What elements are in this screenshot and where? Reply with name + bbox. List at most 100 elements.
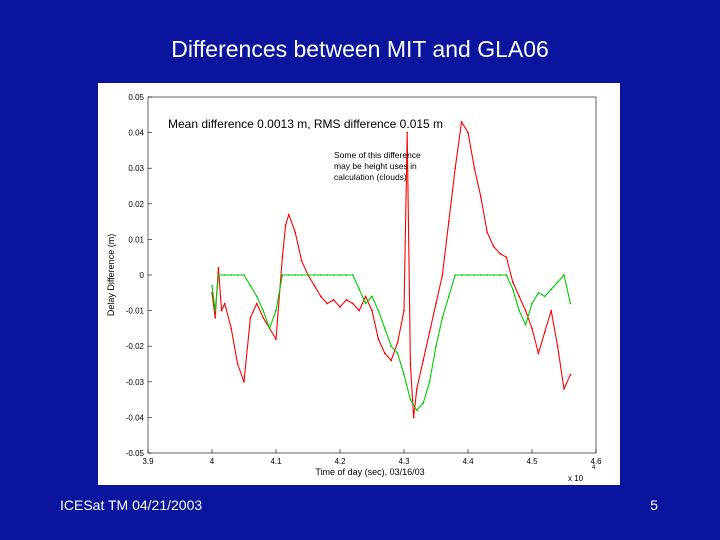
data-point-red (550, 309, 553, 312)
data-point-green (499, 274, 501, 276)
slide-title: Differences between MIT and GLA06 (171, 36, 549, 62)
data-point-red (214, 316, 217, 319)
data-point-green (486, 274, 489, 276)
data-point-red (422, 359, 425, 362)
page-number: 5 (650, 497, 658, 513)
data-point-red (313, 284, 316, 287)
data-point-red (543, 331, 546, 333)
data-point-green (454, 274, 457, 276)
data-point-green (223, 274, 226, 276)
data-point-red (220, 309, 223, 312)
data-point-red (275, 338, 277, 340)
data-point-green (294, 274, 297, 276)
note-line-2: may be height uses in (334, 161, 417, 171)
data-point-red (358, 309, 361, 312)
x-tick-label: 4.2 (334, 457, 346, 466)
data-point-red (537, 352, 540, 355)
y-tick-label: 0 (140, 271, 145, 280)
data-point-green (531, 302, 533, 305)
data-point-red (223, 302, 226, 305)
data-point-green (307, 274, 309, 276)
data-point-red (217, 266, 220, 269)
note-line-1: Some of this difference (334, 150, 421, 160)
data-point-red (467, 131, 469, 134)
data-point-green (524, 323, 527, 326)
x-multiplier: x 10 (568, 474, 584, 483)
data-point-red (473, 167, 476, 170)
data-point-red (300, 259, 303, 262)
data-point-red (383, 352, 386, 355)
x-tick-label: 4.4 (462, 457, 474, 466)
y-tick-label: 0.05 (128, 93, 144, 102)
data-point-red (294, 231, 297, 234)
data-point-green (262, 309, 265, 312)
data-point-red (255, 302, 258, 305)
data-point-green (518, 309, 521, 312)
data-point-green (492, 274, 495, 276)
data-point-red (499, 252, 501, 255)
footer-left: ICESat TM 04/21/2003 (60, 497, 203, 513)
data-point-green (358, 288, 361, 291)
series-line-green (211, 274, 571, 411)
data-point-green (236, 274, 239, 276)
y-tick-label: 0.02 (128, 200, 144, 209)
data-point-green (473, 274, 476, 276)
stats-annotation: Mean difference 0.0013 m, RMS difference… (168, 117, 443, 131)
y-tick-label: -0.05 (126, 449, 145, 458)
data-point-red (447, 220, 450, 223)
data-point-green (313, 274, 316, 276)
data-point-red (412, 416, 415, 419)
data-point-green (268, 327, 271, 330)
series-layer (211, 121, 572, 419)
data-point-green (403, 373, 405, 376)
x-tick-label: 4.5 (526, 457, 538, 466)
data-point-green (339, 274, 341, 276)
x-tick-label: 4 (210, 457, 215, 466)
data-point-red (249, 316, 252, 319)
data-point-green (511, 288, 514, 291)
x-tick-label: 4.1 (270, 457, 282, 466)
data-point-green (563, 274, 565, 276)
data-point-green (447, 295, 450, 298)
data-point-green (281, 274, 284, 276)
data-point-green (255, 295, 258, 298)
data-point-green (415, 409, 418, 412)
data-point-green (332, 274, 335, 276)
data-point-red (262, 316, 265, 319)
data-point-green (211, 284, 213, 287)
data-point-red (556, 345, 559, 348)
data-point-red (332, 299, 335, 301)
data-point-red (364, 295, 367, 298)
data-point-green (275, 309, 277, 312)
y-tick-label: -0.03 (126, 378, 145, 387)
data-point-green (441, 316, 444, 319)
data-point-red (454, 167, 457, 170)
data-point-green (383, 327, 386, 330)
data-point-red (390, 359, 393, 362)
data-point-red (415, 388, 418, 390)
data-point-green (467, 274, 469, 276)
x-tick-label: 4.3 (398, 457, 410, 466)
data-point-green (569, 302, 572, 305)
data-point-red (326, 302, 329, 305)
data-point-red (236, 363, 239, 365)
y-tick-label: -0.04 (126, 413, 145, 422)
data-point-green (543, 295, 546, 298)
data-point-red (371, 309, 373, 312)
x-axis-label: Time of day (sec), 03/16/03 (315, 467, 424, 477)
data-point-red (406, 131, 409, 134)
data-point-green (505, 274, 508, 276)
data-point-red (319, 295, 322, 298)
chart-figure: 0.05 0.04 0.03 0.02 0.01 0 -0.01 -0.02 -0.03 -0.0… (98, 83, 620, 485)
data-point-red (563, 388, 565, 390)
data-point-red (409, 363, 412, 365)
data-point-red (441, 274, 444, 276)
data-point-green (249, 284, 252, 287)
y-axis-label: Delay Difference (m) (106, 234, 116, 316)
data-point-red (524, 309, 527, 312)
data-point-green (230, 274, 233, 276)
data-point-red (287, 213, 290, 216)
data-point-red (428, 331, 431, 333)
x-tick-label: 4.6 (590, 457, 602, 466)
data-point-red (531, 327, 533, 330)
